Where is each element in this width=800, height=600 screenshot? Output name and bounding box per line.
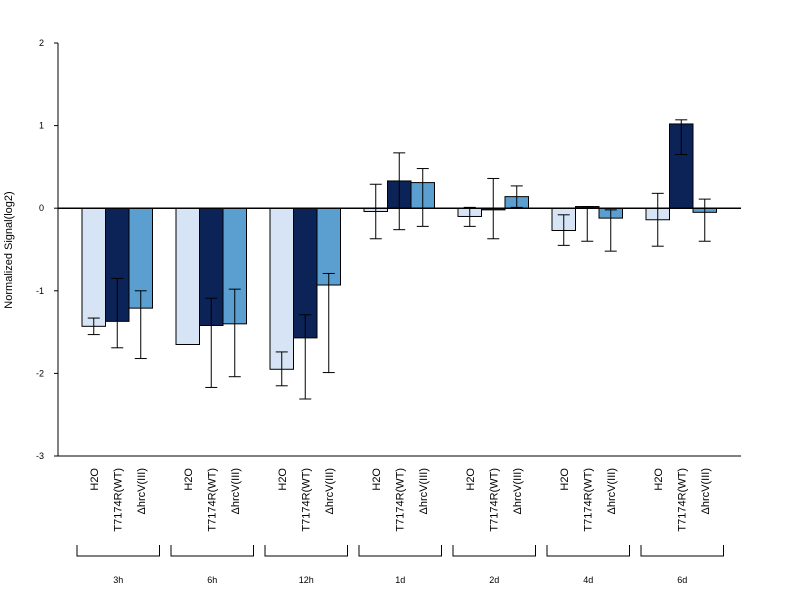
group-bracket: [170, 545, 254, 557]
bars: [58, 119, 741, 400]
category-label: T7174R(WT): [676, 468, 688, 532]
y-tick-label: -3: [36, 451, 44, 461]
group-bracket: [452, 545, 536, 557]
group-label: 1d: [395, 575, 405, 585]
category-label: ΔhrcV(III): [324, 468, 336, 514]
y-axis-title: Normalized Signal(log2): [3, 191, 15, 308]
category-labels: H2O T7174R(WT) ΔhrcV(III) 3h H2O T7174R(WT) Δh…: [76, 468, 724, 585]
category-label: ΔhrcV(III): [700, 468, 712, 514]
y-tick-label: -2: [36, 368, 44, 378]
category-label: ΔhrcV(III): [418, 468, 430, 514]
category-label: T7174R(WT): [488, 468, 500, 532]
group-label: 4d: [583, 575, 593, 585]
category-label: H2O: [277, 468, 289, 491]
bar: [81, 207, 106, 327]
y-tick-label: 2: [39, 38, 44, 48]
group-bracket: [264, 545, 348, 557]
category-label: H2O: [559, 468, 571, 491]
category-label: T7174R(WT): [394, 468, 406, 532]
group-label: 12h: [299, 575, 314, 585]
category-label: ΔhrcV(III): [512, 468, 524, 514]
category-label: H2O: [183, 468, 195, 491]
category-label: ΔhrcV(III): [230, 468, 242, 514]
group-label: 6d: [677, 575, 687, 585]
category-label: ΔhrcV(III): [606, 468, 618, 514]
group-bracket: [640, 545, 724, 557]
group-label: 3h: [113, 575, 123, 585]
category-label: T7174R(WT): [206, 468, 218, 532]
y-tick-label: 1: [39, 121, 44, 131]
bar: [269, 207, 294, 370]
category-label: T7174R(WT): [300, 468, 312, 532]
y-axis: -3 -2 -1 0 1 2: [36, 38, 741, 461]
group-label: 6h: [207, 575, 217, 585]
category-label: T7174R(WT): [112, 468, 124, 532]
group-bracket: [76, 545, 160, 557]
category-label: H2O: [371, 468, 383, 491]
y-tick-label: 0: [39, 203, 44, 213]
y-tick-label: -1: [36, 286, 44, 296]
category-label: H2O: [653, 468, 665, 491]
category-label: T7174R(WT): [582, 468, 594, 532]
category-label: H2O: [89, 468, 101, 491]
group-label: 2d: [489, 575, 499, 585]
category-label: ΔhrcV(III): [136, 468, 148, 514]
category-label: H2O: [465, 468, 477, 491]
group-bracket: [358, 545, 442, 557]
bar: [175, 207, 200, 345]
group-bracket: [546, 545, 630, 557]
